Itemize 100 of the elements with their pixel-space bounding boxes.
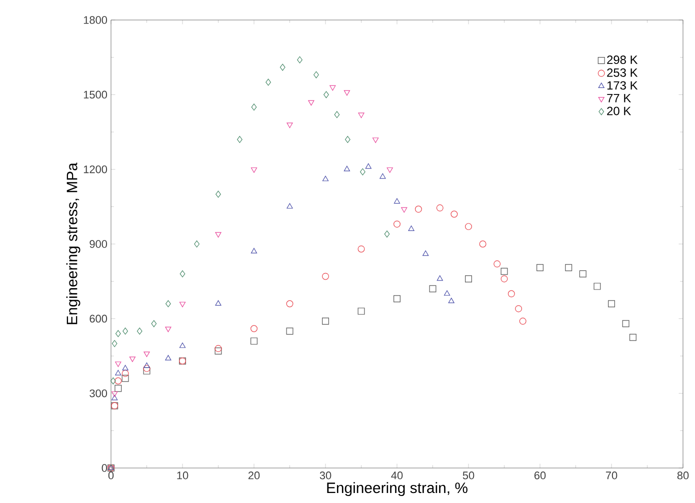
point: [286, 203, 293, 209]
point: [114, 377, 122, 384]
point: [358, 245, 365, 252]
point: [165, 326, 172, 332]
x-axis-title: Engineering strain, %: [327, 482, 468, 496]
point: [114, 384, 122, 392]
point: [136, 328, 142, 335]
x-tick-label: 0: [108, 472, 114, 480]
point: [360, 168, 366, 176]
point: [594, 282, 601, 290]
point: [579, 270, 586, 278]
point: [429, 285, 436, 292]
point: [380, 173, 386, 179]
point: [448, 298, 454, 304]
x-tick-label: 50: [462, 472, 474, 480]
point: [110, 377, 116, 384]
point: [122, 364, 128, 370]
point: [322, 272, 329, 280]
point: [129, 356, 136, 362]
point: [330, 85, 336, 91]
y-tick-label: 1800: [84, 16, 108, 24]
point: [115, 330, 121, 338]
point: [422, 250, 429, 256]
point: [436, 204, 444, 212]
point: [358, 308, 365, 315]
point: [250, 248, 258, 254]
point: [297, 56, 302, 64]
point: [194, 240, 200, 248]
point: [214, 345, 222, 352]
point: [500, 275, 508, 282]
point: [122, 374, 129, 382]
point: [251, 104, 257, 111]
point: [479, 240, 486, 248]
point: [386, 167, 393, 173]
point: [344, 136, 350, 143]
point: [112, 394, 118, 400]
point: [344, 90, 350, 96]
point: [401, 207, 408, 213]
point: [286, 122, 293, 128]
point: [179, 302, 186, 308]
point: [500, 268, 508, 275]
point: [322, 318, 329, 325]
point: [144, 362, 150, 368]
y-tick-label: 600: [90, 314, 108, 323]
point: [324, 91, 329, 98]
y-tick-label: 900: [90, 240, 108, 248]
point: [286, 328, 294, 335]
point: [536, 264, 544, 272]
point: [408, 226, 414, 231]
point: [608, 300, 615, 308]
point: [444, 290, 450, 296]
point: [143, 364, 150, 372]
point: [237, 136, 242, 143]
point: [112, 391, 118, 397]
point: [166, 300, 171, 308]
point: [179, 342, 186, 348]
point: [372, 138, 379, 143]
point: [215, 300, 222, 306]
y-tick-label: 1500: [84, 90, 108, 99]
point: [622, 320, 630, 328]
legend-label: 77 K: [607, 94, 631, 102]
point: [358, 112, 364, 118]
point: [250, 338, 258, 345]
point: [280, 64, 286, 71]
point: [151, 320, 157, 328]
point: [214, 348, 222, 355]
point: [414, 206, 422, 213]
x-tick-label: 40: [391, 472, 403, 480]
point: [122, 328, 128, 335]
x-tick-label: 60: [534, 472, 546, 480]
point: [344, 166, 350, 172]
x-tick-label: 70: [606, 472, 618, 480]
point: [314, 71, 319, 78]
point: [494, 260, 501, 268]
point: [165, 355, 172, 360]
point: [508, 290, 515, 298]
point: [250, 325, 258, 332]
point: [334, 111, 340, 118]
point: [450, 210, 458, 218]
point: [629, 334, 636, 341]
point: [266, 78, 271, 86]
legend-label: 173 K: [607, 81, 638, 90]
x-tick-label: 10: [177, 472, 188, 480]
point: [394, 295, 400, 302]
point: [122, 370, 129, 377]
point: [322, 176, 329, 182]
y-tick-label: 0: [102, 464, 108, 472]
point: [394, 220, 400, 228]
point: [465, 275, 472, 282]
point: [115, 370, 122, 376]
point: [215, 232, 222, 238]
point: [144, 352, 150, 357]
point: [112, 340, 118, 348]
point: [115, 362, 122, 367]
legend-label: 253 K: [607, 68, 638, 77]
x-tick-label: 20: [248, 472, 260, 480]
point: [180, 270, 186, 278]
y-tick-label: 300: [90, 389, 108, 398]
point: [519, 318, 526, 325]
y-tick-label: 1200: [84, 165, 108, 174]
